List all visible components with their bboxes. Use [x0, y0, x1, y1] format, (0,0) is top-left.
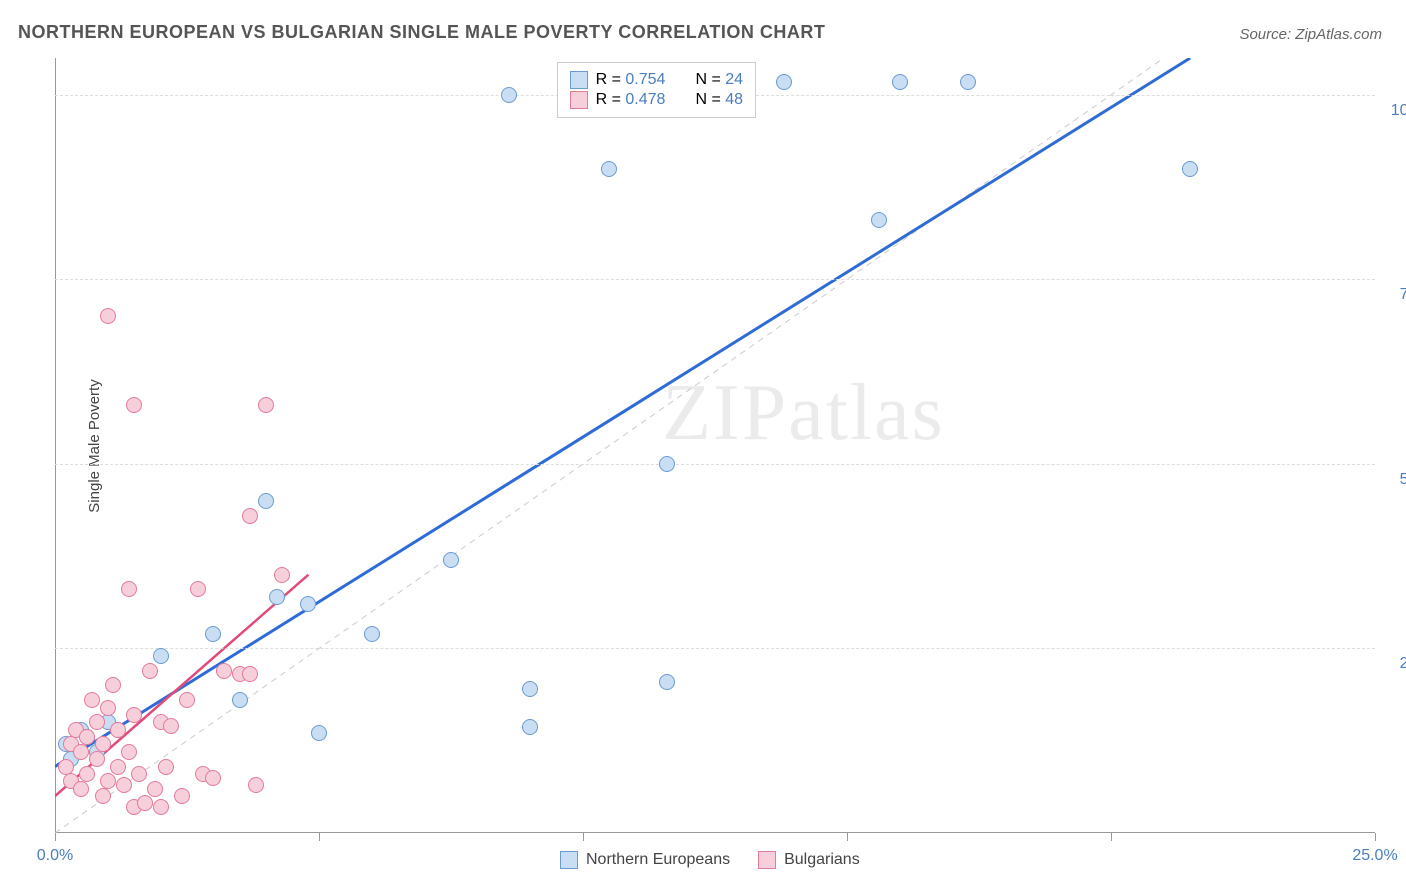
data-point	[126, 397, 142, 413]
data-point	[960, 74, 976, 90]
data-point	[95, 736, 111, 752]
x-tick	[55, 833, 56, 841]
data-point	[79, 729, 95, 745]
grid-line	[55, 464, 1375, 465]
legend-swatch	[570, 91, 588, 109]
data-point	[89, 751, 105, 767]
data-point	[311, 725, 327, 741]
data-point	[58, 759, 74, 775]
data-point	[131, 766, 147, 782]
legend-swatch	[758, 851, 776, 869]
legend-item: Bulgarians	[758, 851, 860, 869]
data-point	[174, 788, 190, 804]
x-tick-label: 25.0%	[1352, 847, 1397, 865]
data-point	[89, 714, 105, 730]
legend-swatch	[570, 71, 588, 89]
data-point	[248, 777, 264, 793]
chart-container: NORTHERN EUROPEAN VS BULGARIAN SINGLE MA…	[0, 0, 1406, 892]
legend-row: R = 0.478 N = 48	[570, 91, 743, 109]
data-point	[153, 799, 169, 815]
data-point	[126, 707, 142, 723]
data-point	[100, 773, 116, 789]
legend-series-name: Northern Europeans	[586, 851, 730, 869]
data-point	[232, 692, 248, 708]
grid-line	[55, 279, 1375, 280]
source-attribution: Source: ZipAtlas.com	[1239, 26, 1382, 43]
x-tick	[1111, 833, 1112, 841]
data-point	[158, 759, 174, 775]
legend-swatch	[560, 851, 578, 869]
data-point	[84, 692, 100, 708]
data-point	[121, 744, 137, 760]
x-tick	[1375, 833, 1376, 841]
data-point	[205, 626, 221, 642]
legend-r-label: R = 0.478	[596, 91, 666, 109]
y-tick-label: 75.0%	[1400, 286, 1406, 304]
data-point	[142, 663, 158, 679]
y-axis-line	[55, 58, 56, 833]
data-point	[190, 581, 206, 597]
series-legend: Northern Europeans Bulgarians	[560, 851, 860, 869]
grid-line	[55, 648, 1375, 649]
watermark: ZIPatlas	[662, 368, 945, 459]
data-point	[1182, 161, 1198, 177]
data-point	[153, 648, 169, 664]
data-point	[871, 212, 887, 228]
data-point	[95, 788, 111, 804]
data-point	[110, 759, 126, 775]
x-tick	[583, 833, 584, 841]
data-point	[100, 308, 116, 324]
data-point	[501, 87, 517, 103]
y-tick-label: 25.0%	[1400, 655, 1406, 673]
y-tick-label: 50.0%	[1400, 471, 1406, 489]
data-point	[216, 663, 232, 679]
legend-series-name: Bulgarians	[784, 851, 860, 869]
legend-n-label: N = 24	[695, 71, 743, 89]
data-point	[443, 552, 459, 568]
correlation-legend: R = 0.754 N = 24 R = 0.478 N = 48	[557, 62, 756, 118]
legend-item: Northern Europeans	[560, 851, 730, 869]
data-point	[179, 692, 195, 708]
data-point	[121, 581, 137, 597]
y-tick-label: 100.0%	[1391, 102, 1406, 120]
trend-lines-layer	[55, 58, 1375, 833]
plot-area: ZIPatlas 25.0%50.0%75.0%100.0%0.0%25.0%R…	[55, 58, 1375, 833]
data-point	[659, 674, 675, 690]
legend-row: R = 0.754 N = 24	[570, 71, 743, 89]
legend-r-label: R = 0.754	[596, 71, 666, 89]
data-point	[147, 781, 163, 797]
data-point	[100, 700, 116, 716]
data-point	[116, 777, 132, 793]
data-point	[274, 567, 290, 583]
data-point	[73, 744, 89, 760]
data-point	[892, 74, 908, 90]
data-point	[659, 456, 675, 472]
data-point	[205, 770, 221, 786]
data-point	[300, 596, 316, 612]
data-point	[79, 766, 95, 782]
data-point	[242, 666, 258, 682]
data-point	[522, 681, 538, 697]
data-point	[364, 626, 380, 642]
data-point	[163, 718, 179, 734]
data-point	[269, 589, 285, 605]
data-point	[258, 493, 274, 509]
data-point	[242, 508, 258, 524]
data-point	[258, 397, 274, 413]
chart-title: NORTHERN EUROPEAN VS BULGARIAN SINGLE MA…	[18, 22, 825, 43]
data-point	[776, 74, 792, 90]
data-point	[522, 719, 538, 735]
data-point	[73, 781, 89, 797]
x-axis-line	[55, 832, 1375, 833]
x-tick	[319, 833, 320, 841]
data-point	[110, 722, 126, 738]
data-point	[105, 677, 121, 693]
data-point	[601, 161, 617, 177]
legend-n-label: N = 48	[695, 91, 743, 109]
x-tick-label: 0.0%	[37, 847, 73, 865]
x-tick	[847, 833, 848, 841]
data-point	[137, 795, 153, 811]
